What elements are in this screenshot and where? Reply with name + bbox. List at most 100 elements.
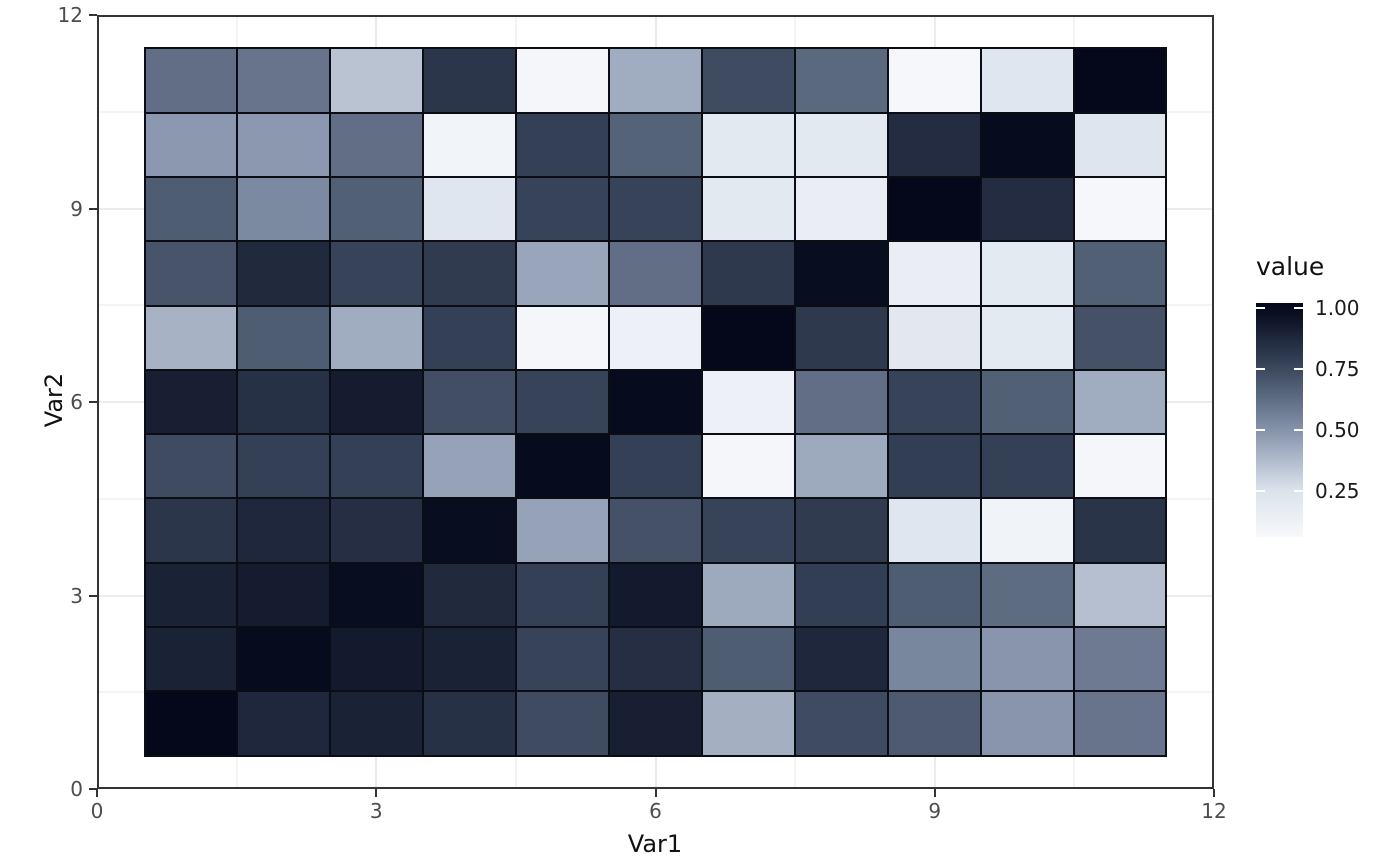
- heatmap-cell: [424, 499, 516, 562]
- heatmap-cell: [702, 370, 794, 434]
- heatmap-cell: [981, 499, 1073, 562]
- y-tick-label: 9: [70, 196, 83, 221]
- heatmap-cell: [145, 306, 237, 369]
- heatmap-cell: [795, 692, 887, 755]
- heatmap-cell: [702, 563, 794, 627]
- x-tick-label: 0: [90, 799, 104, 823]
- heatmap-cell: [981, 563, 1073, 627]
- heatmap-cell: [517, 628, 609, 691]
- x-tick-mark: [1213, 789, 1215, 797]
- y-tick-label: 6: [70, 390, 83, 414]
- heatmap-cell: [1074, 692, 1166, 755]
- heatmap-cell: [424, 306, 516, 369]
- y-tick-mark: [89, 594, 97, 597]
- heatmap-cell: [331, 499, 423, 562]
- heatmap-cell: [331, 692, 423, 755]
- heatmap-cell: [517, 113, 609, 176]
- heatmap-cell: [517, 242, 609, 305]
- heatmap-cell: [610, 370, 701, 434]
- heatmap-cell: [145, 49, 237, 112]
- heatmap-cell: [424, 370, 516, 434]
- heatmap-cell: [145, 177, 237, 241]
- heatmap-cell: [1074, 563, 1166, 627]
- heatmap-cell: [610, 177, 701, 241]
- heatmap-cell: [981, 692, 1073, 755]
- heatmap-cell: [888, 370, 980, 434]
- heatmap-cell: [795, 113, 887, 176]
- x-tick-mark: [96, 789, 98, 797]
- heatmap-cell: [517, 692, 609, 755]
- legend-tick-mark: [1256, 306, 1265, 309]
- legend-tick-mark: [1294, 489, 1303, 492]
- y-tick-label: 12: [57, 3, 83, 27]
- heatmap-cell: [795, 435, 887, 498]
- heatmap-cell: [1074, 177, 1166, 241]
- legend-tick-mark: [1256, 428, 1265, 431]
- heatmap-cell: [1074, 435, 1166, 498]
- heatmap-cell: [888, 177, 980, 241]
- heatmap-cell: [795, 563, 887, 627]
- x-tick-label: 12: [1201, 799, 1227, 823]
- heatmap-cell: [331, 563, 423, 627]
- heatmap-cell: [888, 499, 980, 562]
- heatmap-cell: [424, 692, 516, 755]
- heatmap-grid: [143, 47, 1168, 757]
- heatmap-cell: [331, 370, 423, 434]
- x-tick-label: 3: [369, 799, 383, 823]
- heatmap-cell: [331, 306, 423, 369]
- heatmap-cell: [145, 563, 237, 627]
- heatmap-cell: [888, 113, 980, 176]
- heatmap-cell: [610, 435, 701, 498]
- heatmap-cell: [888, 49, 980, 112]
- heatmap-cell: [702, 628, 794, 691]
- legend-tick-label: 0.25: [1315, 478, 1360, 503]
- heatmap-cell: [517, 563, 609, 627]
- heatmap-cell: [238, 435, 330, 498]
- heatmap-cell: [702, 177, 794, 241]
- heatmap-cell: [238, 177, 330, 241]
- legend-tick-label: 0.50: [1315, 417, 1360, 442]
- heatmap-cell: [238, 306, 330, 369]
- legend-title: value: [1256, 252, 1325, 281]
- heatmap-cell: [238, 499, 330, 562]
- heatmap-cell: [331, 177, 423, 241]
- heatmap-cell: [795, 628, 887, 691]
- x-axis-title: Var1: [627, 830, 683, 858]
- heatmap-cell: [517, 499, 609, 562]
- heatmap-cell: [238, 49, 330, 112]
- heatmap-cell: [238, 563, 330, 627]
- heatmap-cell: [795, 242, 887, 305]
- heatmap-cell: [1074, 49, 1166, 112]
- x-tick-mark: [933, 789, 936, 797]
- heatmap-cell: [145, 692, 237, 755]
- heatmap-cell: [702, 692, 794, 755]
- heatmap-cell: [424, 628, 516, 691]
- heatmap-cell: [1074, 499, 1166, 562]
- heatmap-cell: [702, 113, 794, 176]
- heatmap-cell: [331, 242, 423, 305]
- heatmap-cell: [981, 435, 1073, 498]
- heatmap-cell: [145, 435, 237, 498]
- heatmap-cell: [331, 435, 423, 498]
- heatmap-cell: [424, 113, 516, 176]
- heatmap-cell: [517, 435, 609, 498]
- heatmap-cell: [888, 628, 980, 691]
- heatmap-cell: [424, 435, 516, 498]
- heatmap-cell: [238, 242, 330, 305]
- heatmap-cell: [145, 113, 237, 176]
- y-tick-label: 0: [70, 777, 83, 801]
- heatmap-cell: [610, 242, 701, 305]
- heatmap-cell: [517, 49, 609, 112]
- plot-panel: [97, 15, 1214, 789]
- legend-tick-mark: [1294, 367, 1303, 370]
- heatmap-cell: [702, 435, 794, 498]
- y-tick-label: 3: [70, 583, 83, 608]
- heatmap-cell: [702, 306, 794, 369]
- y-tick-mark: [89, 207, 97, 210]
- heatmap-cell: [610, 113, 701, 176]
- heatmap-cell: [888, 306, 980, 369]
- heatmap-cell: [888, 692, 980, 755]
- legend-tick-label: 1.00: [1315, 295, 1360, 320]
- y-tick-mark: [89, 788, 97, 790]
